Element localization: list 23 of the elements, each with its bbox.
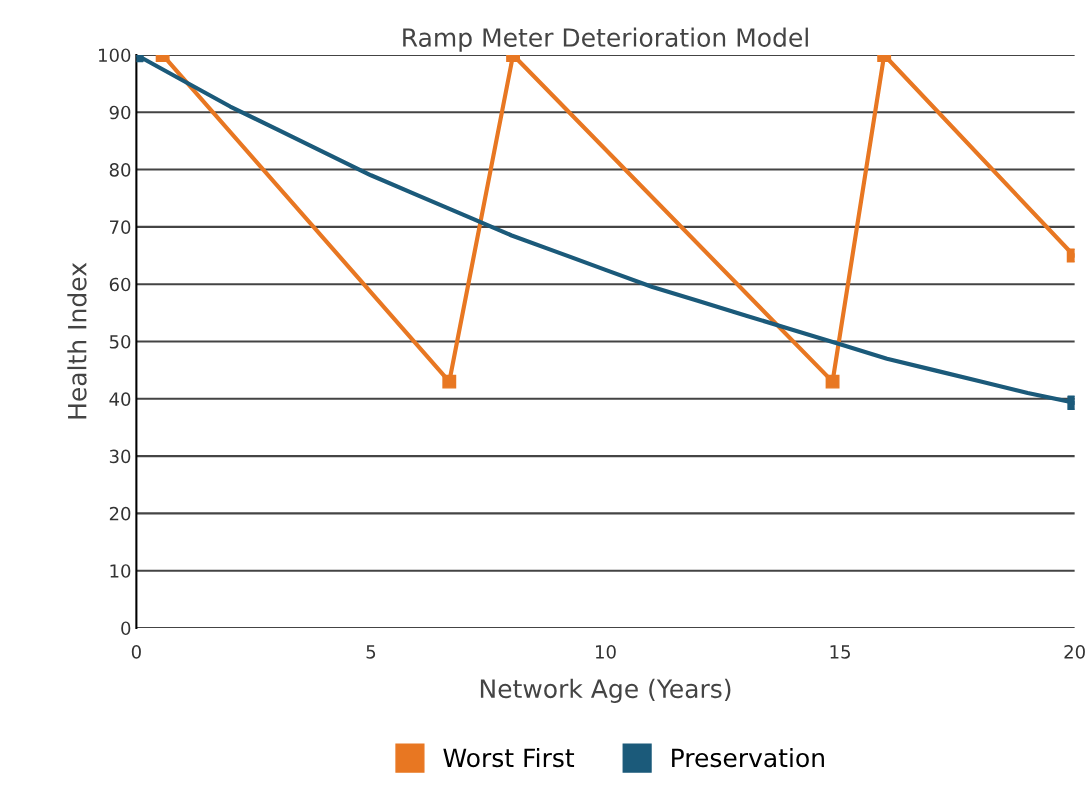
y-tick-label: 50: [109, 334, 131, 349]
y-tick-label: 90: [109, 105, 131, 120]
legend-label: Worst First: [443, 747, 575, 768]
y-tick-label: 40: [109, 392, 131, 406]
x-tick-label: 20: [1064, 644, 1085, 659]
x-axis-title: Network Age (Years): [480, 678, 731, 703]
legend-label: Preservation: [672, 747, 824, 768]
point: [442, 374, 457, 389]
y-tick-label: 0: [121, 621, 131, 636]
y-tick-label: 60: [109, 277, 131, 292]
y-tick-label: 100: [99, 48, 131, 63]
point: [825, 374, 840, 389]
x-tick-label: 10: [596, 644, 616, 659]
y-axis-title: Health Index: [67, 262, 87, 419]
y-tick-label: 10: [110, 564, 131, 578]
x-tick-label: 5: [366, 645, 376, 659]
chart-title: Ramp Meter Deterioration Model: [403, 27, 808, 52]
y-tick-label: 30: [109, 449, 131, 464]
y-tick-label: 80: [109, 163, 131, 177]
x-tick-label: 15: [830, 645, 850, 659]
x-tick-label: 0: [131, 644, 141, 659]
y-tick-label: 20: [109, 506, 131, 521]
y-tick-label: 70: [110, 220, 131, 234]
